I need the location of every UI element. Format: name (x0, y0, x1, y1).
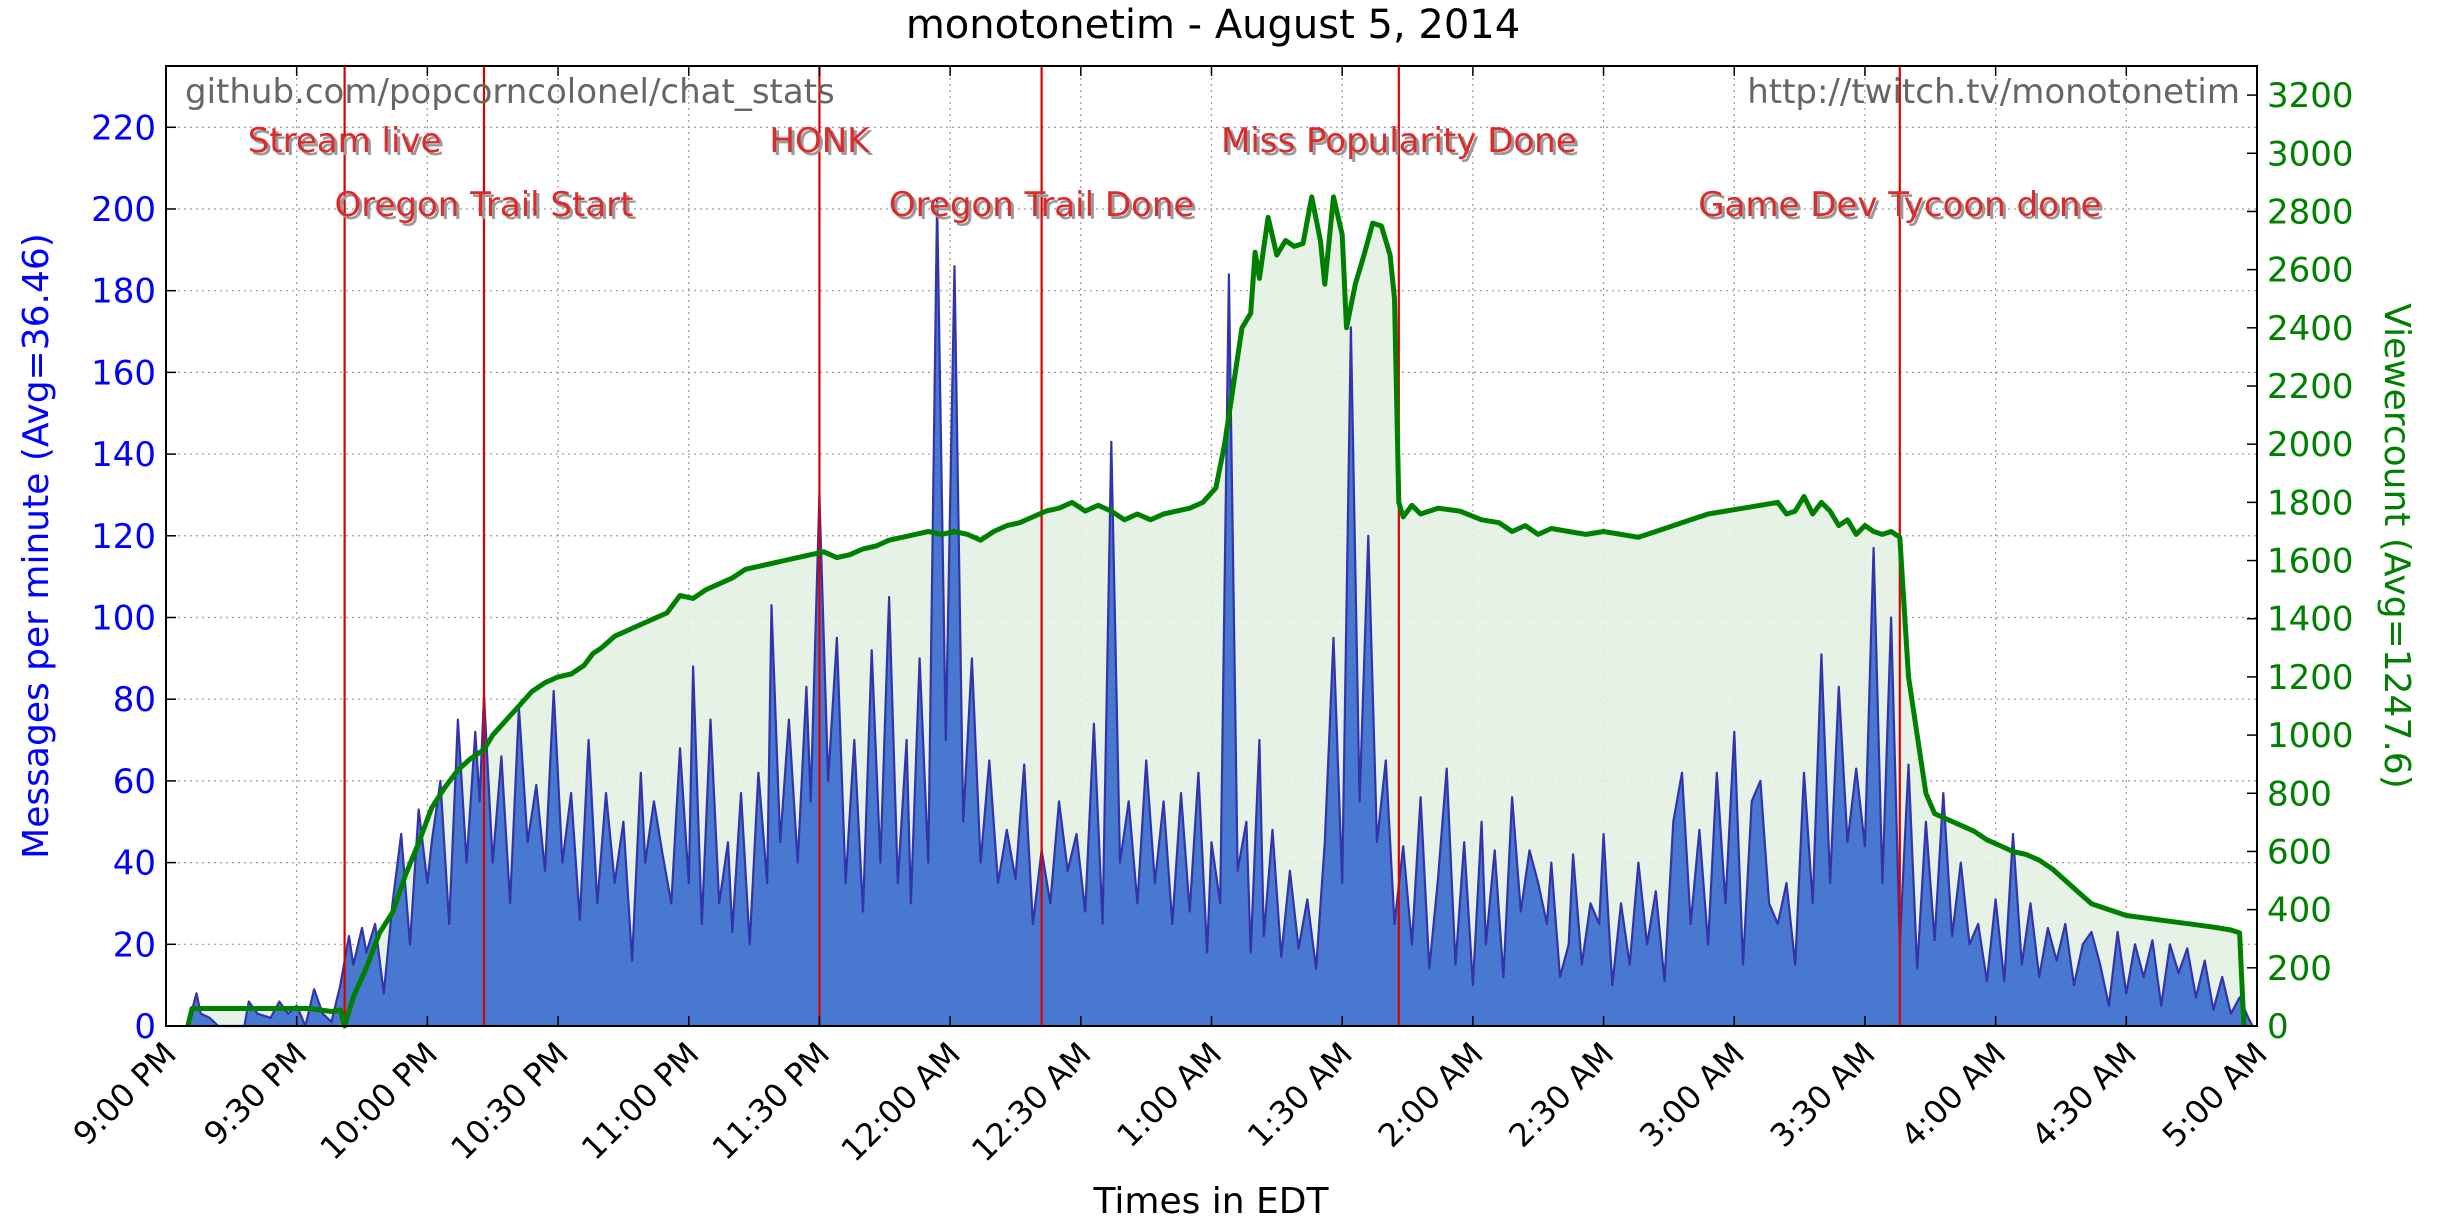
x-tick-label: 4:30 AM (2024, 1035, 2144, 1155)
x-tick-label: 9:30 PM (196, 1035, 314, 1153)
event-label-shadow: Oregon Trail Done (892, 188, 1197, 228)
y-left-tick-label: 100 (91, 598, 156, 638)
event-label-text: Oregon Trail Done (889, 185, 1194, 225)
watermark-left: github.com/popcorncolonel/chat_stats (185, 72, 835, 112)
x-tick-label: 1:30 AM (1240, 1035, 1360, 1155)
x-tick-label: 3:30 AM (1763, 1035, 1883, 1155)
event-label-text: Miss Popularity Done (1221, 121, 1577, 161)
x-tick-label: 10:00 PM (313, 1035, 445, 1167)
event-label-shadow: Miss Popularity Done (1224, 124, 1580, 164)
y-right-tick-label: 2600 (2267, 251, 2354, 291)
y-right-tick-label: 2000 (2267, 425, 2354, 465)
x-tick-label: 3:00 AM (1632, 1035, 1752, 1155)
event-label-text: HONK (769, 121, 871, 161)
messages-area (186, 199, 2254, 1028)
y-right-tick-label: 2400 (2267, 309, 2354, 349)
event-label-shadow: Game Dev Tycoon done (1701, 188, 2104, 228)
x-axis-label: Times in EDT (1092, 1181, 1329, 1222)
y-left-tick-label: 160 (91, 353, 156, 393)
y-left-tick-label: 20 (113, 925, 156, 965)
y-axis-label-right: Viewercount (Avg=1247.6) (2376, 303, 2417, 789)
event-label-text: Game Dev Tycoon done (1698, 185, 2101, 225)
x-tick-label: 5:00 AM (2155, 1035, 2275, 1155)
x-tick-label: 4:00 AM (1893, 1035, 2013, 1155)
x-tick-label: 2:00 AM (1371, 1035, 1491, 1155)
y-left-tick-label: 140 (91, 435, 156, 475)
x-tick-label: 1:00 AM (1109, 1035, 1229, 1155)
viewer-line-group (185, 194, 2247, 1029)
event-label-text: Stream live (248, 121, 442, 161)
y-left-tick-label: 180 (91, 272, 156, 312)
x-tick-label: 11:30 PM (705, 1035, 837, 1167)
x-tick-label: 10:30 PM (443, 1035, 575, 1167)
watermark-right: http://twitch.tv/monotonetim (1747, 72, 2240, 112)
y-right-tick-label: 400 (2267, 891, 2332, 931)
x-tick-label: 9:00 PM (66, 1035, 184, 1153)
y-right-tick-label: 3200 (2267, 76, 2354, 116)
event-label-shadow: Stream live (251, 124, 445, 164)
chart-title: monotonetim - August 5, 2014 (906, 2, 1520, 48)
y-right-tick-label: 1200 (2267, 658, 2354, 698)
y-right-tick-label: 200 (2267, 949, 2332, 989)
messages-area-fill (187, 200, 2253, 1027)
y-right-tick-label: 0 (2267, 1007, 2289, 1047)
y-left-tick-label: 60 (113, 762, 156, 802)
y-right-tick-label: 800 (2267, 774, 2332, 814)
y-right-tick-label: 2800 (2267, 192, 2354, 232)
x-tick-label: 11:00 PM (574, 1035, 706, 1167)
y-left-tick-label: 200 (91, 190, 156, 230)
y-right-tick-label: 3000 (2267, 134, 2354, 174)
y-right-tick-label: 1400 (2267, 600, 2354, 640)
x-tick-label: 12:30 AM (964, 1035, 1098, 1169)
viewer-series-line (185, 194, 2247, 1029)
y-right-tick-label: 1600 (2267, 542, 2354, 582)
messages-series-line (186, 199, 2254, 1028)
y-right-tick-label: 2200 (2267, 367, 2354, 407)
y-left-tick-label: 120 (91, 517, 156, 557)
x-tick-label: 2:30 AM (1501, 1035, 1621, 1155)
event-lines (343, 66, 1901, 1026)
event-label-shadow: Oregon Trail Start (338, 188, 637, 228)
x-tick-label: 12:00 AM (834, 1035, 968, 1169)
y-left-tick-label: 220 (91, 108, 156, 148)
event-label-shadow: HONK (772, 124, 874, 164)
event-label-text: Oregon Trail Start (335, 185, 634, 225)
y-right-tick-label: 1000 (2267, 716, 2354, 756)
y-left-tick-label: 40 (113, 844, 156, 884)
y-right-tick-label: 600 (2267, 832, 2332, 872)
y-axis-label-left: Messages per minute (Avg=36.46) (16, 233, 57, 859)
y-right-tick-label: 1800 (2267, 483, 2354, 523)
y-left-tick-label: 80 (113, 680, 156, 720)
y-left-tick-label: 0 (134, 1007, 156, 1047)
